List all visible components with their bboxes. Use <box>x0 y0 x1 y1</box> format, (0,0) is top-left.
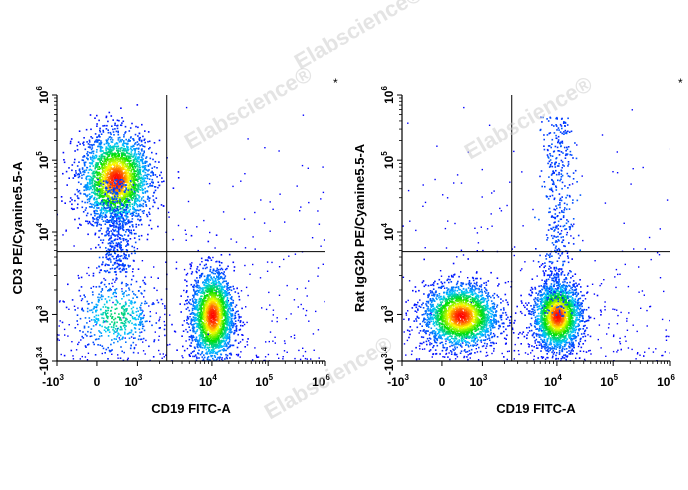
y-tick-label: 104 <box>380 223 396 241</box>
watermark: Elabscience® <box>260 331 397 424</box>
x-tick-label: 105 <box>255 373 273 389</box>
x-tick-label: 104 <box>199 373 217 389</box>
annotation-star: * <box>678 76 683 90</box>
y-axis-title: Rat IgG2b PE/Cyanine5.5-A <box>352 143 367 312</box>
plot-panel-2: -103 0 103 104 105 106 -103.4 103 104 105 106 CD19 … <box>352 76 683 416</box>
watermark: Elabscience® <box>460 71 597 164</box>
x-tick-label: 0 <box>439 375 446 389</box>
x-tick-label: -103 <box>42 373 64 389</box>
watermark: Elabscience® <box>180 61 317 154</box>
x-tick-label: -103 <box>387 373 409 389</box>
annotation-star: * <box>333 76 338 90</box>
y-tick-label: 106 <box>380 86 396 104</box>
y-tick-label: -103.4 <box>35 346 51 375</box>
x-tick-label: 103 <box>124 373 142 389</box>
y-tick-label: 105 <box>35 151 51 169</box>
event-dots <box>402 106 670 361</box>
x-tick-label: 105 <box>600 373 618 389</box>
watermark: Elabscience® <box>290 0 427 74</box>
event-dots <box>57 104 325 361</box>
x-axis-title: CD19 FITC-A <box>151 401 231 416</box>
y-tick-label: 103 <box>35 305 51 323</box>
y-tick-label: 106 <box>35 86 51 104</box>
x-tick-label: 106 <box>657 373 675 389</box>
y-tick-label: 103 <box>380 305 396 323</box>
y-tick-label: 105 <box>380 151 396 169</box>
x-tick-label: 104 <box>544 373 562 389</box>
x-tick-label: 103 <box>469 373 487 389</box>
y-tick-label: -103.4 <box>380 346 396 375</box>
x-axis-title: CD19 FITC-A <box>496 401 576 416</box>
y-tick-label: 104 <box>35 223 51 241</box>
plot-panel-1: -103 0 103 104 105 106 -103.4 103 104 105 106 CD19 … <box>10 76 338 416</box>
x-tick-label: 0 <box>94 375 101 389</box>
y-axis-title: CD3 PE/Cyanine5.5-A <box>10 161 25 295</box>
x-tick-label: 106 <box>312 373 330 389</box>
